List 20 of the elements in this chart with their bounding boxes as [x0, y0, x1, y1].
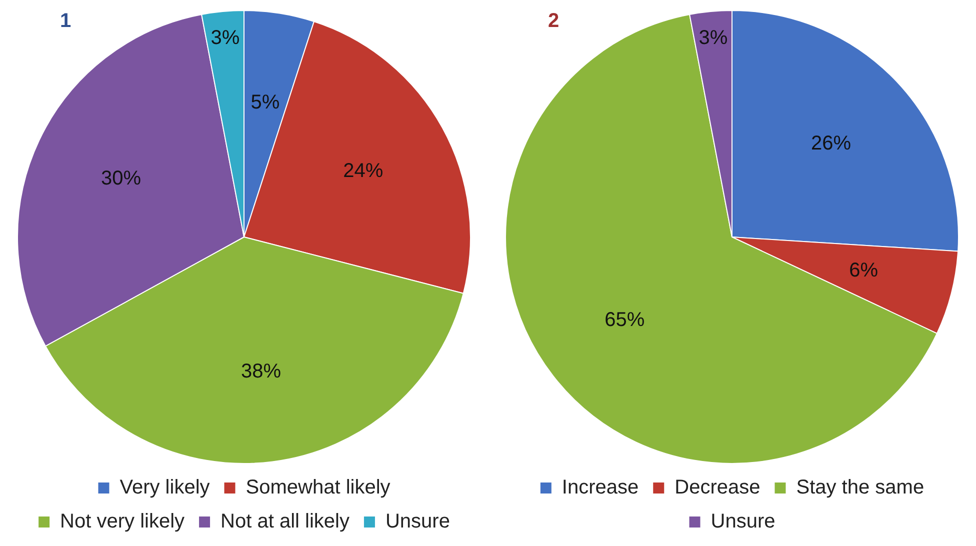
- legend-label: Decrease: [674, 476, 760, 499]
- legend-label: Unsure: [385, 510, 450, 533]
- chart-title: 2: [548, 10, 560, 33]
- data-label: 38%: [241, 360, 282, 382]
- data-label: 6%: [849, 259, 878, 282]
- legend-label: Not very likely: [60, 510, 185, 533]
- data-label: 30%: [101, 168, 142, 190]
- legend-label: Somewhat likely: [246, 476, 390, 499]
- data-label: 3%: [698, 27, 728, 50]
- data-label: 65%: [604, 308, 645, 331]
- data-label: 5%: [250, 91, 280, 114]
- chart-title: 1: [60, 10, 72, 33]
- legend-label: Very likely: [120, 476, 210, 499]
- legend-label: Unsure: [710, 510, 776, 533]
- legend-label: Stay the same: [796, 476, 924, 499]
- data-label: 26%: [811, 132, 852, 154]
- legend-label: Increase: [562, 476, 639, 499]
- data-label: 3%: [210, 27, 240, 50]
- legend-label: Not at all likely: [220, 510, 350, 533]
- data-label: 24%: [343, 160, 384, 182]
